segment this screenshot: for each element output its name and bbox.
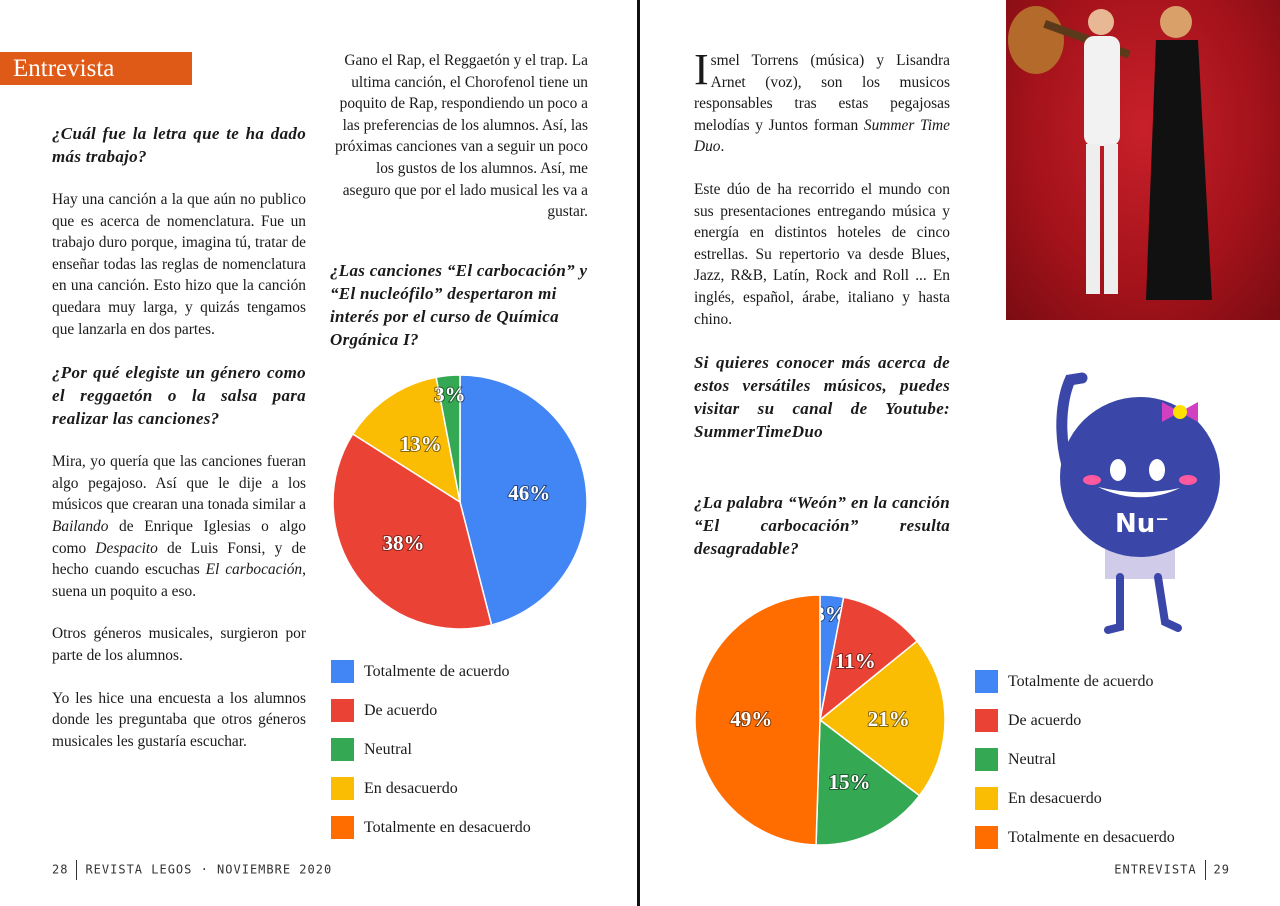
musicians-illustration <box>1008 6 1212 300</box>
text-segment: Bailando <box>52 517 109 535</box>
text-segment: . <box>720 138 725 156</box>
text-segment: Summer Time Duo <box>694 116 950 156</box>
left-column: ¿Cuál fue la letra que te ha dado más tr… <box>52 122 306 773</box>
page-divider <box>637 0 640 906</box>
slice-label: 3% <box>434 383 466 407</box>
legend-label: En desacuerdo <box>364 779 458 797</box>
slice-label: 46% <box>508 481 550 505</box>
slice-label: 21% <box>868 707 910 731</box>
nu-mascot: Nu⁻ <box>1040 372 1240 642</box>
question-heading: ¿Por qué elegiste un género como el regg… <box>52 361 306 430</box>
legend-swatch <box>331 660 354 683</box>
legend-item: Totalmente en desacuerdo <box>975 818 1175 857</box>
legend-swatch <box>975 670 998 693</box>
legend-label: Neutral <box>364 740 412 758</box>
slice-label: 49% <box>730 707 772 731</box>
pie-slice <box>818 596 919 722</box>
page-number-left: 28 <box>52 862 69 877</box>
legend-label: Totalmente de acuerdo <box>364 662 510 680</box>
legend-label: De acuerdo <box>364 701 438 719</box>
legend-item: En desacuerdo <box>331 769 531 808</box>
text-segment: El carbocación <box>205 561 303 579</box>
paragraph: Este dúo de ha recorrido el mundo con su… <box>694 179 950 330</box>
footer-section: ENTREVISTA <box>1114 862 1197 877</box>
legend-swatch <box>331 738 354 761</box>
legend-label: Totalmente en desacuerdo <box>364 818 531 836</box>
text-segment: smel Torrens (música) y Lisandra Arnet (… <box>694 52 950 134</box>
legend-label: Totalmente de acuerdo <box>1008 672 1154 690</box>
footer-left: 28 REVISTA LEGOS · NOVIEMBRE 2020 <box>52 860 332 880</box>
legend-item: Neutral <box>975 740 1175 779</box>
text-segment: Si quieres conocer más acerca de estos v… <box>694 353 950 442</box>
question-heading: ¿Las canciones “El carbocación” y “El nu… <box>330 259 588 351</box>
drop-cap: I <box>694 45 709 94</box>
pie-slice <box>694 594 821 846</box>
slice-label: 38% <box>382 531 424 555</box>
legend-swatch <box>975 748 998 771</box>
text-segment: ¿Cuál fue la letra que te ha dado más tr… <box>52 124 306 166</box>
question-heading: Si quieres conocer más acerca de estos v… <box>694 351 950 443</box>
legend-swatch <box>331 777 354 800</box>
legend-item: De acuerdo <box>331 691 531 730</box>
legend-swatch <box>331 816 354 839</box>
footer-publication: REVISTA LEGOS · NOVIEMBRE 2020 <box>85 862 333 877</box>
pie-slice <box>818 640 946 797</box>
legend-label: Neutral <box>1008 750 1056 768</box>
legend-item: Totalmente de acuerdo <box>331 652 531 691</box>
text-segment: ¿Las canciones “El carbocación” y “El nu… <box>330 260 588 349</box>
paragraph: Hay una canción a la que aún no publico … <box>52 189 306 340</box>
pie-slice <box>459 374 588 626</box>
paragraph: Yo les hice una encuesta a los alumnos d… <box>52 688 306 753</box>
legend-label: En desacuerdo <box>1008 789 1102 807</box>
text-segment: de Luis Fonsi, y de hecho cuando escucha… <box>52 539 306 579</box>
question-heading: ¿La palabra “Weón” en la canción “El car… <box>694 491 950 560</box>
legend-item: Neutral <box>331 730 531 769</box>
text-segment: Despacito <box>95 539 158 557</box>
pie-slice <box>815 718 921 846</box>
legend-item: Totalmente en desacuerdo <box>331 808 531 847</box>
legend-item: Totalmente de acuerdo <box>975 662 1175 701</box>
question-heading: ¿Cuál fue la letra que te ha dado más tr… <box>52 122 306 168</box>
section-tag: Entrevista <box>0 52 192 85</box>
text-segment: Hay una canción a la que aún no publico … <box>52 191 306 338</box>
text-segment: , suena un poquito a eso. <box>52 561 306 600</box>
text-segment: Otros géneros musicales, surgieron por p… <box>52 625 306 664</box>
legend-label: Totalmente en desacuerdo <box>1008 828 1175 846</box>
pie-slice <box>351 376 462 504</box>
slice-label: 15% <box>829 770 871 794</box>
paragraph: Mira, yo quería que las canciones fueran… <box>52 451 306 602</box>
legend-swatch <box>975 709 998 732</box>
legend-swatch <box>975 787 998 810</box>
slice-label: 13% <box>400 432 442 456</box>
mascot-label: Nu⁻ <box>1115 509 1169 539</box>
text-segment: Este dúo de ha recorrido el mundo con su… <box>694 180 950 328</box>
middle-column: Gano el Rap, el Reggaetón y el trap. La … <box>330 50 588 372</box>
paragraph: Otros géneros musicales, surgieron por p… <box>52 623 306 666</box>
text-segment: ¿Por qué elegiste un género como el regg… <box>52 363 306 429</box>
duo-photo <box>1006 0 1280 320</box>
pie-chart-2: 3%11%21%15%49% <box>694 594 946 846</box>
text-segment: ¿La palabra “Weón” en la canción “El car… <box>694 493 950 559</box>
text-segment: Yo les hice una encuesta a los alumnos d… <box>52 689 306 750</box>
pie-slice <box>332 432 493 630</box>
legend-swatch <box>331 699 354 722</box>
paragraph: Gano el Rap, el Reggaetón y el trap. La … <box>330 50 588 223</box>
pie-slice <box>435 374 461 503</box>
text-segment: Gano el Rap, el Reggaetón y el trap. La … <box>334 52 588 221</box>
footer-right: ENTREVISTA 29 <box>1114 860 1230 880</box>
page-number-right: 29 <box>1213 862 1230 877</box>
legend-2: Totalmente de acuerdo De acuerdo Neutral En… <box>975 662 1175 857</box>
text-segment: de Enrique Iglesias o algo como <box>52 517 306 557</box>
slice-label: 11% <box>835 649 876 673</box>
pie-chart-1: 46% 38% 13% 3% <box>332 374 588 630</box>
text-segment: Mira, yo quería que las canciones fueran… <box>52 453 306 514</box>
legend-swatch <box>975 826 998 849</box>
legend-item: En desacuerdo <box>975 779 1175 818</box>
legend-1: Totalmente de acuerdo De acuerdo Neutral En… <box>331 652 531 847</box>
legend-label: De acuerdo <box>1008 711 1082 729</box>
legend-item: De acuerdo <box>975 701 1175 740</box>
